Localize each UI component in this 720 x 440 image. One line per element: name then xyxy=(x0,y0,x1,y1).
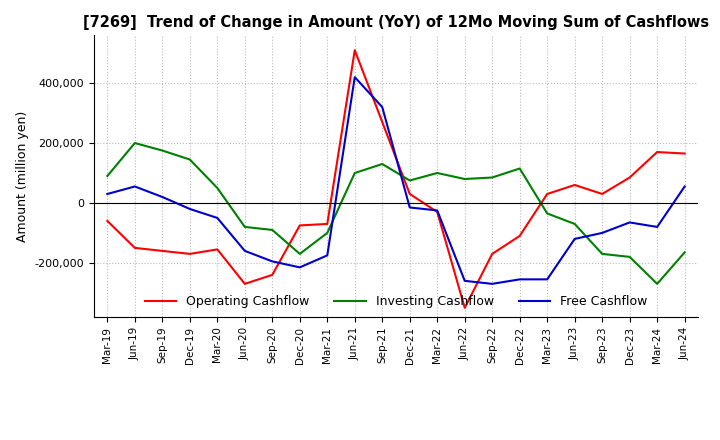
Y-axis label: Amount (million yen): Amount (million yen) xyxy=(16,110,29,242)
Free Cashflow xyxy=(323,253,332,258)
Operating Cashflow xyxy=(488,251,497,257)
Free Cashflow xyxy=(240,248,249,253)
Investing Cashflow xyxy=(186,157,194,162)
Operating Cashflow xyxy=(516,233,524,238)
Free Cashflow xyxy=(158,194,166,200)
Free Cashflow xyxy=(680,184,689,189)
Investing Cashflow xyxy=(378,161,387,167)
Free Cashflow xyxy=(405,205,414,210)
Investing Cashflow xyxy=(351,170,359,176)
Free Cashflow xyxy=(103,191,112,197)
Investing Cashflow xyxy=(460,176,469,182)
Free Cashflow xyxy=(488,281,497,286)
Operating Cashflow xyxy=(598,191,606,197)
Free Cashflow xyxy=(433,208,441,213)
Free Cashflow xyxy=(186,206,194,212)
Investing Cashflow xyxy=(543,211,552,216)
Free Cashflow xyxy=(516,277,524,282)
Operating Cashflow xyxy=(323,221,332,227)
Line: Investing Cashflow: Investing Cashflow xyxy=(107,143,685,284)
Free Cashflow xyxy=(570,236,579,242)
Investing Cashflow xyxy=(268,227,276,233)
Operating Cashflow xyxy=(186,251,194,257)
Operating Cashflow xyxy=(295,223,304,228)
Investing Cashflow xyxy=(570,221,579,227)
Legend: Operating Cashflow, Investing Cashflow, Free Cashflow: Operating Cashflow, Investing Cashflow, … xyxy=(140,290,652,313)
Investing Cashflow xyxy=(323,230,332,235)
Operating Cashflow xyxy=(240,281,249,286)
Investing Cashflow xyxy=(130,140,139,146)
Free Cashflow xyxy=(213,215,222,220)
Operating Cashflow xyxy=(626,175,634,180)
Free Cashflow xyxy=(295,265,304,270)
Free Cashflow xyxy=(378,104,387,110)
Operating Cashflow xyxy=(130,245,139,250)
Operating Cashflow xyxy=(653,150,662,155)
Investing Cashflow xyxy=(488,175,497,180)
Investing Cashflow xyxy=(295,251,304,257)
Free Cashflow xyxy=(460,278,469,283)
Line: Operating Cashflow: Operating Cashflow xyxy=(107,50,685,308)
Operating Cashflow xyxy=(680,151,689,156)
Free Cashflow xyxy=(653,224,662,230)
Investing Cashflow xyxy=(516,166,524,171)
Investing Cashflow xyxy=(213,185,222,191)
Line: Free Cashflow: Free Cashflow xyxy=(107,77,685,284)
Investing Cashflow xyxy=(240,224,249,230)
Investing Cashflow xyxy=(103,173,112,179)
Title: [7269]  Trend of Change in Amount (YoY) of 12Mo Moving Sum of Cashflows: [7269] Trend of Change in Amount (YoY) o… xyxy=(83,15,709,30)
Free Cashflow xyxy=(598,230,606,235)
Free Cashflow xyxy=(626,220,634,225)
Investing Cashflow xyxy=(598,251,606,257)
Investing Cashflow xyxy=(653,281,662,286)
Operating Cashflow xyxy=(405,191,414,197)
Investing Cashflow xyxy=(626,254,634,260)
Operating Cashflow xyxy=(103,218,112,224)
Free Cashflow xyxy=(130,184,139,189)
Operating Cashflow xyxy=(378,119,387,125)
Operating Cashflow xyxy=(213,247,222,252)
Investing Cashflow xyxy=(680,250,689,255)
Operating Cashflow xyxy=(351,48,359,53)
Free Cashflow xyxy=(351,74,359,80)
Investing Cashflow xyxy=(158,148,166,153)
Operating Cashflow xyxy=(460,305,469,311)
Operating Cashflow xyxy=(433,209,441,215)
Operating Cashflow xyxy=(268,272,276,278)
Investing Cashflow xyxy=(405,178,414,183)
Free Cashflow xyxy=(543,277,552,282)
Operating Cashflow xyxy=(570,182,579,187)
Investing Cashflow xyxy=(433,170,441,176)
Free Cashflow xyxy=(268,259,276,264)
Operating Cashflow xyxy=(543,191,552,197)
Operating Cashflow xyxy=(158,248,166,253)
